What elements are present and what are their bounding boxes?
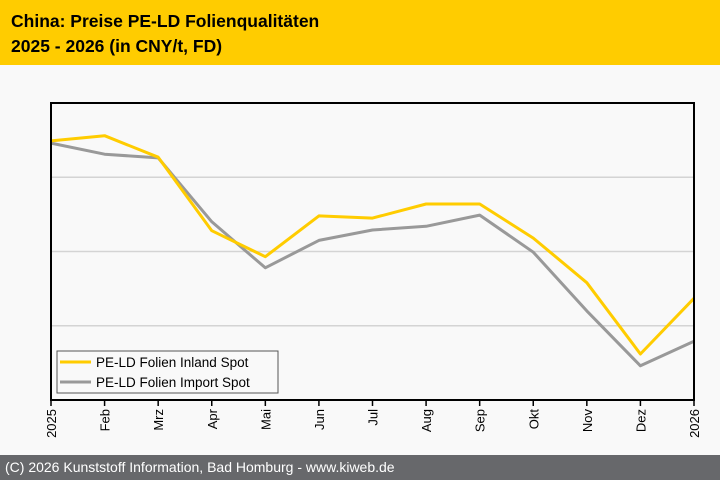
copyright-text: (C) 2026 Kunststoff Information, Bad Hom… [5,459,395,475]
x-tick-label: Sep [473,409,488,432]
x-tick-label: Nov [580,409,595,433]
x-tick-label: 2026 [687,409,702,438]
legend-label: PE-LD Folien Import Spot [96,375,250,390]
x-tick-label: Apr [205,408,220,429]
x-tick-label: Aug [419,409,434,432]
gridlines [51,176,694,327]
x-tick-label: Dez [633,409,648,432]
x-tick-label: Feb [98,409,113,431]
x-axis: 2025 Feb Mrz Apr Mai Jun Jul Aug Sep Okt Nov Dez 202… [44,400,702,438]
x-tick-label: Jun [312,409,327,430]
footer-bar: (C) 2026 Kunststoff Information, Bad Hom… [0,455,720,480]
x-tick-label: Mrz [151,409,166,431]
chart-header: China: Preise PE-LD Folienqualitäten 202… [0,0,720,65]
x-tick-label: Mai [258,409,273,430]
legend: PE-LD Folien Inland Spot PE-LD Folien Imp… [56,350,279,394]
chart-subtitle: 2025 - 2026 (in CNY/t, FD) [11,36,223,56]
legend-box [56,350,279,394]
series-line-inland [50,134,696,356]
series-lines [50,134,696,368]
x-tick-label: Okt [526,409,541,430]
legend-label: PE-LD Folien Inland Spot [96,355,249,370]
chart-title: China: Preise PE-LD Folienqualitäten [11,11,320,31]
x-tick-label: 2025 [44,409,59,438]
x-tick-label: Jul [366,409,381,426]
